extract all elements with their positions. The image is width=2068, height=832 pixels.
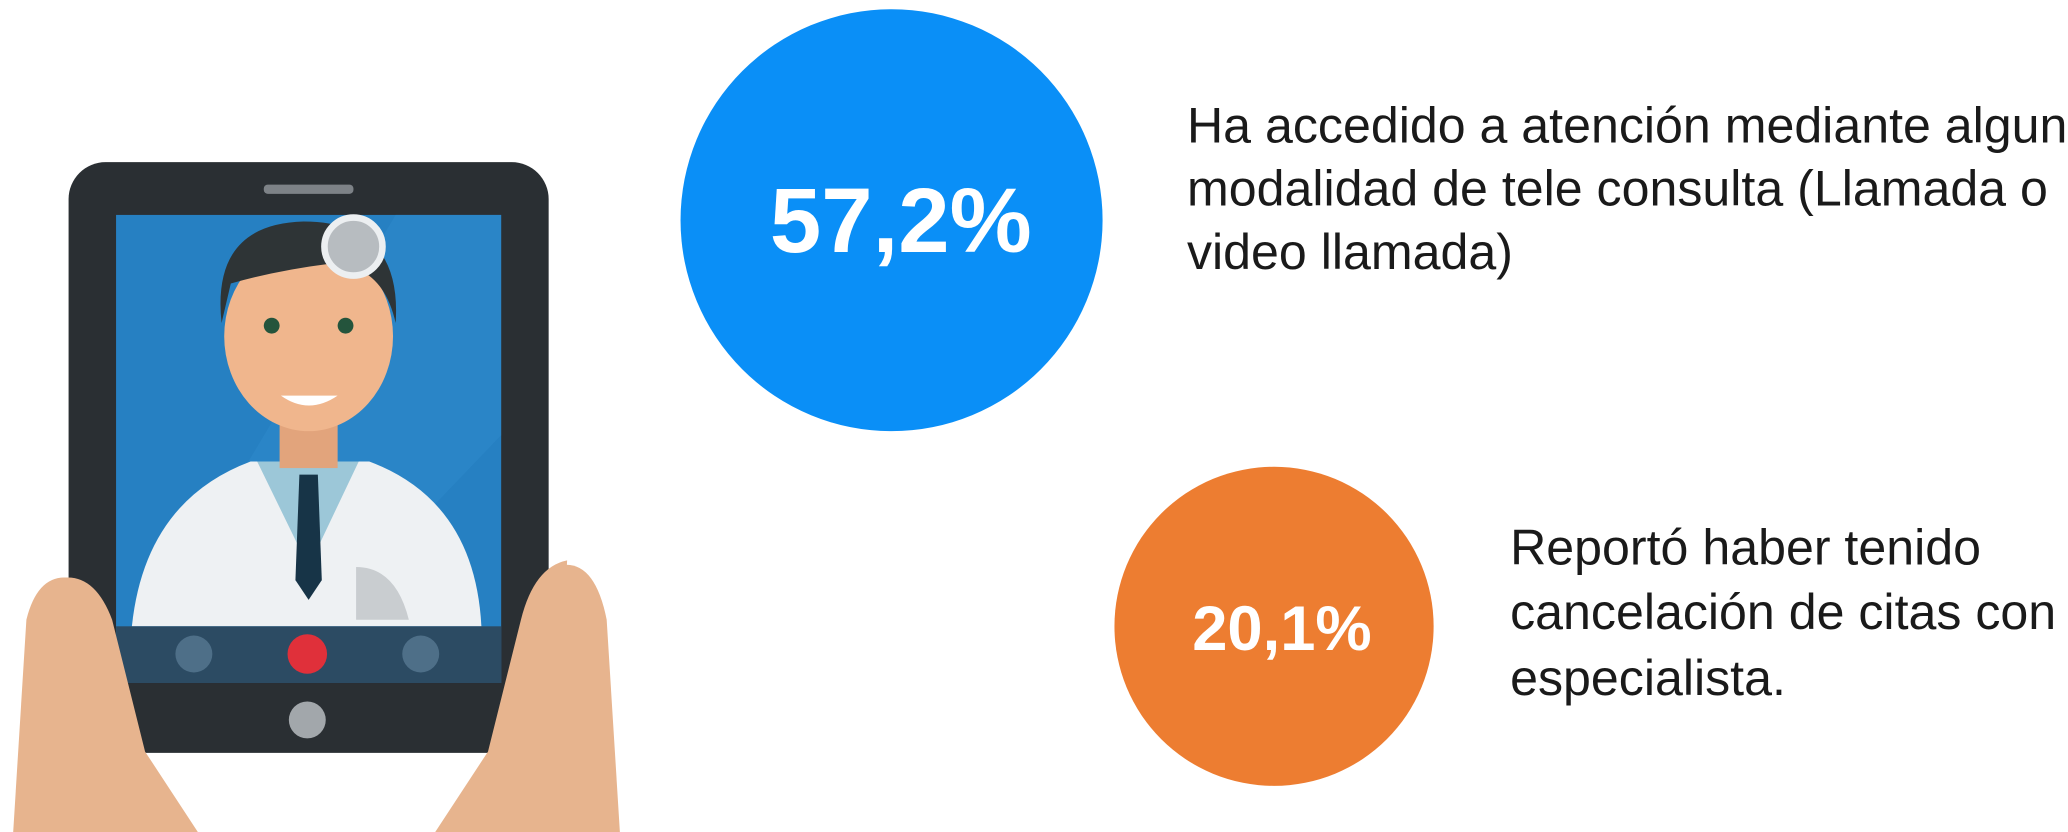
stat-circle [680, 9, 1103, 432]
stat-description: Ha accedido a atención mediante alguna m… [1187, 97, 2068, 280]
description-line: cancelación de citas con [1510, 584, 2056, 640]
stat-description: Reportó haber tenido cancelación de cita… [1510, 519, 2068, 706]
telemedicine-illustration [13, 162, 620, 832]
description-line: video llamada) [1187, 224, 1513, 280]
description-line: modalidad de tele consulta (Llamada o [1187, 161, 2048, 217]
stat-value: 20,1% [1192, 594, 1371, 664]
stat-circle [1114, 466, 1434, 786]
description-line: Ha accedido a atención mediante alguna [1187, 97, 2068, 153]
description-line: especialista. [1510, 650, 1786, 706]
stat-value: 57,2% [770, 168, 1032, 272]
description-line: Reportó haber tenido [1510, 519, 1981, 575]
